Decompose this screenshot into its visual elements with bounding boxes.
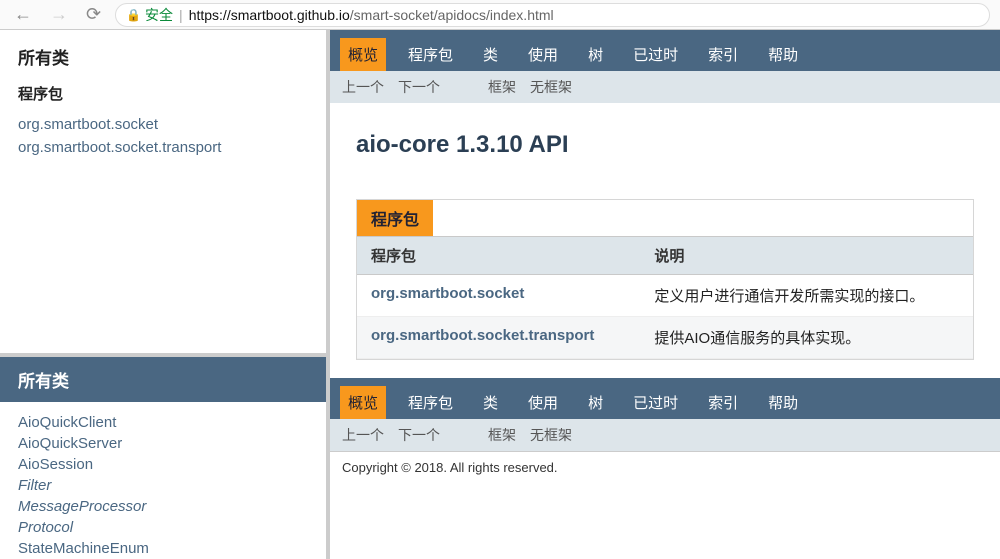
url-host: https://smartboot.github.io (189, 7, 350, 23)
back-icon[interactable]: ← (10, 4, 36, 25)
bottom-subnav: 上一个下一个 框架无框架 (330, 419, 1000, 451)
nav-tab-概览: 概览 (340, 38, 386, 71)
secure-label: 安全 (145, 5, 173, 25)
all-classes-heading-bottom: 所有类 (0, 357, 326, 402)
nav-tab-程序包[interactable]: 程序包 (400, 38, 461, 71)
url-field[interactable]: 🔒 安全 | https://smartboot.github.io/smart… (115, 3, 990, 27)
nav-tab-使用[interactable]: 使用 (520, 38, 566, 71)
package-link[interactable]: org.smartboot.socket.transport (18, 137, 308, 160)
nav-tab-已过时[interactable]: 已过时 (625, 38, 686, 71)
subnav-item[interactable]: 上一个 (342, 425, 384, 445)
url-path: /smart-socket/apidocs/index.html (350, 7, 554, 23)
nav-tab-索引[interactable]: 索引 (700, 38, 746, 71)
table-row: org.smartboot.socket.transport 提供AIO通信服务的… (357, 317, 973, 359)
class-link[interactable]: MessageProcessor (18, 496, 308, 517)
copyright: Copyright © 2018. All rights reserved. (330, 451, 1000, 483)
main-content: aio-core 1.3.10 API 程序包 程序包 说明 org.smart… (330, 103, 1000, 378)
nav-tab-使用[interactable]: 使用 (520, 386, 566, 419)
subnav-item[interactable]: 无框架 (530, 77, 572, 97)
nav-tab-类[interactable]: 类 (475, 386, 506, 419)
reload-icon[interactable]: ⟳ (82, 4, 105, 25)
packages-heading: 程序包 (18, 83, 308, 104)
class-link[interactable]: Filter (18, 475, 308, 496)
top-navbar: 概览程序包类使用树已过时索引帮助 (330, 30, 1000, 71)
top-subnav: 上一个下一个 框架无框架 (330, 71, 1000, 103)
package-link[interactable]: org.smartboot.socket (371, 285, 524, 302)
nav-tab-索引[interactable]: 索引 (700, 386, 746, 419)
class-link[interactable]: StateMachineEnum (18, 538, 308, 559)
all-classes-heading: 所有类 (18, 44, 308, 69)
browser-address-bar: ← → ⟳ 🔒 安全 | https://smartboot.github.io… (0, 0, 1000, 30)
nav-tab-树[interactable]: 树 (580, 38, 611, 71)
package-description: 提供AIO通信服务的具体实现。 (640, 317, 973, 358)
class-link[interactable]: AioSession (18, 454, 308, 475)
subnav-item[interactable]: 无框架 (530, 425, 572, 445)
nav-tab-程序包[interactable]: 程序包 (400, 386, 461, 419)
table-header: 程序包 说明 (357, 236, 973, 275)
table-caption: 程序包 (357, 200, 433, 236)
lock-icon: 🔒 (126, 8, 141, 22)
subnav-item[interactable]: 上一个 (342, 77, 384, 97)
separator: | (179, 7, 183, 23)
subnav-item[interactable]: 框架 (488, 77, 516, 97)
packages-frame: 所有类 程序包 org.smartboot.socketorg.smartboo… (0, 30, 326, 353)
javadoc-page: 所有类 程序包 org.smartboot.socketorg.smartboo… (0, 30, 1000, 559)
forward-icon[interactable]: → (46, 4, 72, 25)
left-frames: 所有类 程序包 org.smartboot.socketorg.smartboo… (0, 30, 330, 559)
nav-tab-已过时[interactable]: 已过时 (625, 386, 686, 419)
subnav-item[interactable]: 下一个 (398, 77, 440, 97)
nav-tab-类[interactable]: 类 (475, 38, 506, 71)
page-title: aio-core 1.3.10 API (356, 131, 974, 159)
table-row: org.smartboot.socket 定义用户进行通信开发所需实现的接口。 (357, 275, 973, 317)
class-link[interactable]: Protocol (18, 517, 308, 538)
col-package: 程序包 (357, 237, 640, 274)
nav-tab-树[interactable]: 树 (580, 386, 611, 419)
package-link[interactable]: org.smartboot.socket.transport (371, 327, 594, 344)
subnav-item[interactable]: 下一个 (398, 425, 440, 445)
class-link[interactable]: AioQuickClient (18, 412, 308, 433)
nav-tab-概览: 概览 (340, 386, 386, 419)
packages-table: 程序包 程序包 说明 org.smartboot.socket 定义用户进行通信开… (356, 199, 974, 360)
main-frame: 概览程序包类使用树已过时索引帮助 上一个下一个 框架无框架 aio-core 1… (330, 30, 1000, 559)
nav-tab-帮助[interactable]: 帮助 (760, 386, 806, 419)
classes-frame: 所有类 AioQuickClientAioQuickServerAioSessi… (0, 353, 326, 559)
nav-tab-帮助[interactable]: 帮助 (760, 38, 806, 71)
package-link[interactable]: org.smartboot.socket (18, 114, 308, 137)
col-description: 说明 (640, 237, 973, 274)
class-link[interactable]: AioQuickServer (18, 433, 308, 454)
package-description: 定义用户进行通信开发所需实现的接口。 (640, 275, 973, 316)
bottom-navbar: 概览程序包类使用树已过时索引帮助 (330, 378, 1000, 419)
subnav-item[interactable]: 框架 (488, 425, 516, 445)
